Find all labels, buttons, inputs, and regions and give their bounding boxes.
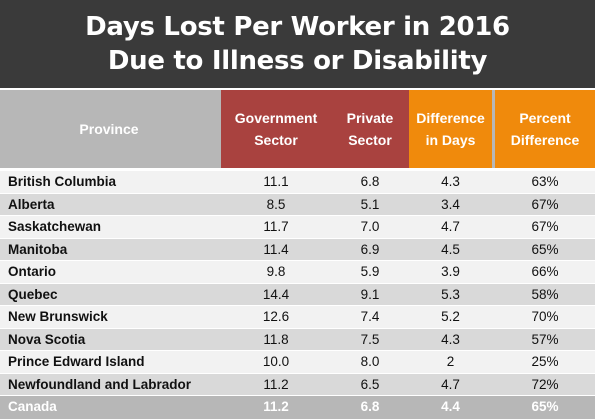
header-difference-line-2: in Days <box>425 132 476 148</box>
province-cell: New Brunswick <box>8 309 108 324</box>
percent-cell: 66% <box>531 264 559 279</box>
private-cell: 7.4 <box>360 309 380 324</box>
province-cell: Newfoundland and Labrador <box>8 376 192 392</box>
difference-cell: 4.7 <box>441 219 460 234</box>
difference-cell: 5.3 <box>441 286 460 302</box>
header-province: Province <box>0 90 218 168</box>
table-body: British Columbia 11.1 6.8 4.3 63% Albert… <box>0 171 595 419</box>
table-row: Alberta 8.5 5.1 3.4 67% <box>0 193 595 216</box>
title-bar: Days Lost Per Worker in 2016 Due to Illn… <box>0 0 595 88</box>
table-row: Quebec 14.4 9.1 5.3 58% <box>0 283 595 306</box>
header-province-label: Province <box>79 121 139 137</box>
province-cell: Nova Scotia <box>8 331 86 347</box>
table-row: New Brunswick 12.6 7.4 5.2 70% <box>0 306 595 329</box>
percent-cell: 67% <box>531 196 559 212</box>
difference-cell: 3.4 <box>441 196 460 212</box>
header-difference-line-1: Difference <box>416 110 485 126</box>
government-cell: 11.7 <box>263 219 289 234</box>
percent-cell: 70% <box>531 309 559 324</box>
government-cell: 11.8 <box>263 331 289 347</box>
province-cell: Ontario <box>8 264 57 279</box>
private-cell: 5.9 <box>360 264 380 279</box>
table-header: Province Government Sector Private Secto… <box>0 90 595 168</box>
header-difference-in-days: Difference in Days <box>409 90 492 168</box>
government-cell: 11.2 <box>263 376 289 392</box>
difference-cell: 4.5 <box>441 241 460 257</box>
percent-cell: 72% <box>531 376 559 392</box>
province-cell: Quebec <box>8 286 58 302</box>
percent-cell: 63% <box>531 174 559 189</box>
table-row: Saskatchewan 11.7 7.0 4.7 67% <box>0 216 595 239</box>
private-cell: 9.1 <box>360 286 380 302</box>
difference-cell: 5.2 <box>441 309 460 324</box>
difference-cell: 4.3 <box>441 331 460 347</box>
percent-cell: 65% <box>531 241 559 257</box>
government-cell: 11.1 <box>263 174 289 189</box>
government-cell: 14.4 <box>262 286 290 302</box>
difference-cell: 2 <box>446 354 455 369</box>
chart-title-line-2: Due to Illness or Disability <box>107 46 488 76</box>
difference-cell: 4.7 <box>441 376 460 392</box>
private-cell: 7.0 <box>360 219 380 234</box>
header-percent-line-1: Percent <box>519 110 571 126</box>
header-private-line-1: Private <box>346 110 394 126</box>
table-row: Manitoba 11.4 6.9 4.5 65% <box>0 238 595 261</box>
province-cell: Saskatchewan <box>8 219 102 234</box>
government-cell: 12.6 <box>262 309 290 324</box>
private-cell: 7.5 <box>360 331 380 347</box>
chart-title-line-1: Days Lost Per Worker in 2016 <box>85 12 510 42</box>
total-private-cell: 6.8 <box>360 399 380 414</box>
private-cell: 5.1 <box>360 196 380 212</box>
header-government-sector: Government Sector <box>221 90 331 168</box>
total-province-cell: Canada <box>8 399 57 414</box>
province-cell: Prince Edward Island <box>8 354 145 369</box>
government-cell: 11.4 <box>263 241 289 257</box>
table-row: Nova Scotia 11.8 7.5 4.3 57% <box>0 328 595 351</box>
province-cell: British Columbia <box>8 174 117 189</box>
table-row: Ontario 9.8 5.9 3.9 66% <box>0 261 595 284</box>
difference-cell: 3.9 <box>441 264 460 279</box>
government-cell: 10.0 <box>262 354 290 369</box>
private-cell: 8.0 <box>360 354 380 369</box>
private-cell: 6.9 <box>360 241 380 257</box>
header-private-sector: Private Sector <box>331 90 409 168</box>
table-row: British Columbia 11.1 6.8 4.3 63% <box>0 171 595 194</box>
percent-cell: 25% <box>531 354 559 369</box>
percent-cell: 57% <box>531 331 559 347</box>
percent-cell: 67% <box>531 219 559 234</box>
header-percent-difference: Percent Difference <box>495 90 595 168</box>
table-row: Prince Edward Island 10.0 8.0 2 25% <box>0 351 595 374</box>
header-percent-line-2: Difference <box>510 132 580 148</box>
government-cell: 8.5 <box>266 196 286 212</box>
government-cell: 9.8 <box>266 264 286 279</box>
header-government-line-2: Sector <box>254 132 298 148</box>
private-cell: 6.5 <box>360 376 380 392</box>
private-cell: 6.8 <box>360 174 380 189</box>
province-cell: Alberta <box>8 196 55 212</box>
table-row: Newfoundland and Labrador 11.2 6.5 4.7 7… <box>0 373 595 396</box>
total-difference-cell: 4.4 <box>441 399 460 414</box>
difference-cell: 4.3 <box>441 174 460 189</box>
table-row-total: Canada 11.2 6.8 4.4 65% <box>0 396 595 419</box>
header-private-line-2: Sector <box>348 132 392 148</box>
province-cell: Manitoba <box>8 241 68 257</box>
total-government-cell: 11.2 <box>263 399 289 414</box>
header-government-line-1: Government <box>234 110 318 126</box>
percent-cell: 58% <box>531 286 559 302</box>
total-percent-cell: 65% <box>531 399 559 414</box>
